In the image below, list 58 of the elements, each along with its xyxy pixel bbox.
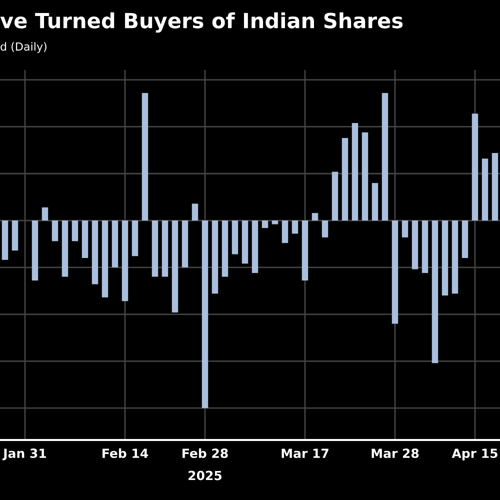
bar xyxy=(122,220,128,302)
bar xyxy=(252,220,258,274)
bar xyxy=(262,220,268,228)
bar xyxy=(322,220,328,238)
bar xyxy=(332,172,338,221)
bar xyxy=(12,220,18,251)
bar xyxy=(52,220,58,242)
bar xyxy=(372,183,378,221)
bar xyxy=(142,92,148,221)
bar xyxy=(282,220,288,244)
bar xyxy=(152,220,158,277)
bar xyxy=(412,220,418,270)
x-tick-label: Feb 14 xyxy=(102,448,148,458)
chart-subtitle: d (Daily) xyxy=(0,42,46,53)
x-tick-label: Feb 28 xyxy=(182,448,228,458)
bar xyxy=(82,220,88,258)
bar xyxy=(492,152,498,221)
chart-title: ve Turned Buyers of Indian Shares xyxy=(0,12,403,33)
bar xyxy=(192,204,198,221)
bar xyxy=(462,220,468,258)
bar xyxy=(42,207,48,221)
x-tick-label: Apr 15 xyxy=(452,448,498,460)
bar xyxy=(62,220,68,277)
bar xyxy=(162,220,168,277)
x-tick-label: Mar 28 xyxy=(372,448,419,458)
bar xyxy=(232,220,238,254)
bar xyxy=(202,220,208,408)
bar xyxy=(342,138,348,221)
text: 2025 xyxy=(188,470,222,480)
bar xyxy=(382,92,388,221)
bar xyxy=(352,122,358,221)
bar xyxy=(172,220,178,312)
bar xyxy=(112,220,118,268)
bar xyxy=(92,220,98,284)
bar xyxy=(452,220,458,294)
bar xyxy=(72,220,78,242)
bar xyxy=(132,220,138,256)
bar xyxy=(102,220,108,298)
bar xyxy=(312,213,318,221)
bar xyxy=(242,220,248,264)
bar xyxy=(402,220,408,238)
bar xyxy=(392,220,398,324)
bar xyxy=(182,220,188,268)
bar xyxy=(222,220,228,277)
bar xyxy=(482,158,488,221)
bar xyxy=(272,220,278,224)
bar xyxy=(302,220,308,281)
bar xyxy=(472,114,478,221)
bar xyxy=(2,220,8,260)
bar xyxy=(32,220,38,281)
bar xyxy=(422,220,428,274)
bar xyxy=(432,220,438,364)
x-tick-label: Mar 17 xyxy=(282,448,328,458)
bar xyxy=(212,220,218,294)
bar xyxy=(442,220,448,296)
bar xyxy=(362,132,368,221)
bar xyxy=(292,220,298,234)
x-tick-label: Jan 31 xyxy=(2,448,46,460)
